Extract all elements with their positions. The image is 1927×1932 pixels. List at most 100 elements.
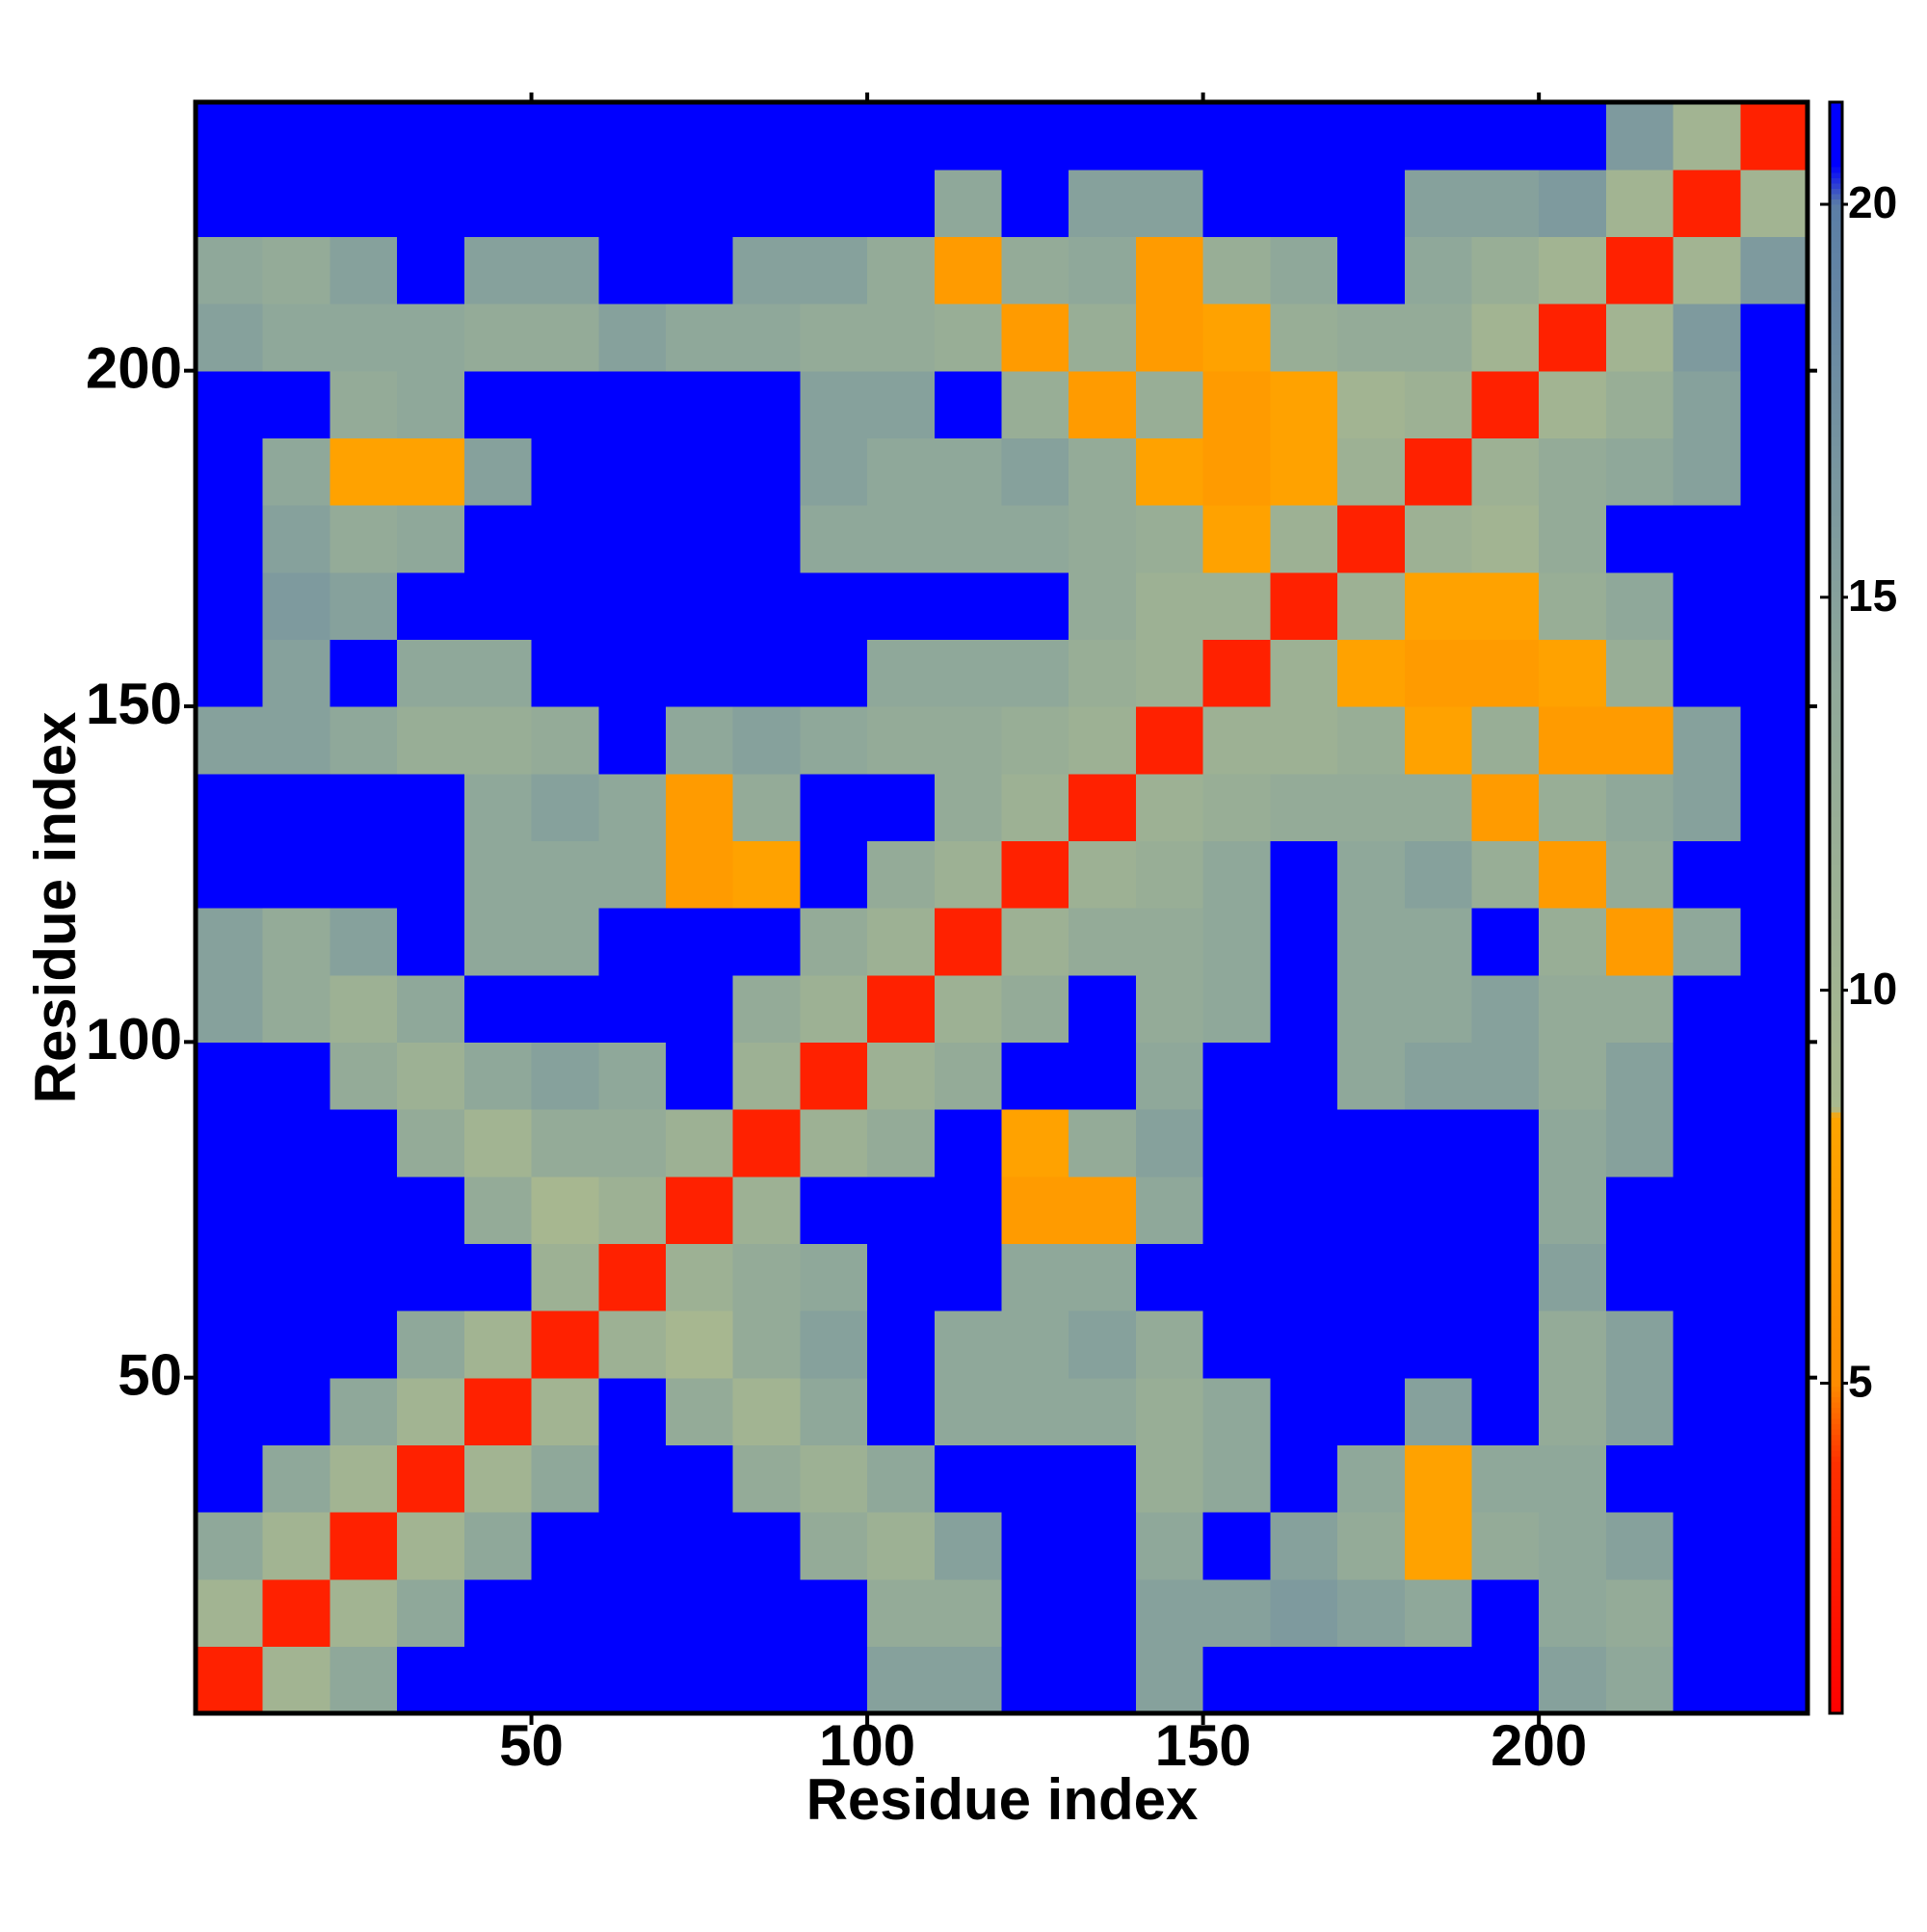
heatmap-cell <box>463 370 533 438</box>
colorbar-tick-label: 15 <box>1848 570 1897 621</box>
heatmap-cell <box>463 102 533 171</box>
heatmap-cell <box>1539 908 1607 976</box>
colorbar-segment <box>1830 854 1842 860</box>
heatmap-cell <box>1404 169 1473 237</box>
heatmap-cell <box>531 370 599 438</box>
heatmap-cell <box>1270 304 1338 372</box>
colorbar-segment <box>1830 305 1842 313</box>
colorbar-segment <box>1830 612 1842 619</box>
heatmap-cell <box>800 1243 868 1311</box>
colorbar-segment <box>1830 1315 1842 1322</box>
colorbar-segment <box>1830 1257 1842 1263</box>
heatmap-cell <box>1740 773 1808 841</box>
heatmap-cell <box>1270 974 1338 1043</box>
heatmap-cell <box>1673 169 1741 237</box>
heatmap-cell <box>1270 706 1338 775</box>
heatmap-cell <box>531 505 599 573</box>
heatmap-cell <box>262 706 331 775</box>
x-tick-label: 200 <box>1491 1713 1587 1778</box>
heatmap-cell <box>1069 370 1137 438</box>
heatmap-cell <box>1740 169 1808 237</box>
colorbar-segment <box>1830 591 1842 597</box>
heatmap-cell <box>1740 1176 1808 1244</box>
colorbar-segment <box>1830 730 1842 737</box>
colorbar-segment <box>1830 1015 1842 1021</box>
heatmap-cell <box>1135 169 1204 237</box>
heatmap-cell <box>1740 1109 1808 1178</box>
colorbar-segment <box>1830 564 1842 570</box>
heatmap-cell <box>1471 1243 1540 1311</box>
colorbar-segment <box>1830 451 1842 458</box>
colorbar-segment <box>1830 1036 1842 1044</box>
colorbar-segment <box>1830 918 1842 925</box>
colorbar-segment <box>1830 1595 1842 1601</box>
heatmap-cell <box>1337 1377 1406 1445</box>
heatmap-cell <box>665 1310 734 1379</box>
heatmap-cell <box>800 773 868 841</box>
y-tick-label: 100 <box>86 1007 182 1072</box>
heatmap-cell <box>665 1176 734 1244</box>
heatmap-cell <box>531 437 599 506</box>
colorbar-segment <box>1830 1649 1842 1655</box>
heatmap-cell <box>397 102 465 171</box>
heatmap-cell <box>196 370 264 438</box>
heatmap-cell <box>1001 1512 1069 1580</box>
heatmap-cell <box>800 236 868 304</box>
colorbar-segment <box>1830 843 1842 850</box>
colorbar-segment <box>1830 666 1842 673</box>
colorbar-tick-label: 20 <box>1848 177 1897 227</box>
colorbar-segment <box>1830 268 1842 276</box>
colorbar-segment <box>1830 1079 1842 1086</box>
heatmap-cell <box>1135 1646 1204 1714</box>
colorbar-segment <box>1830 193 1842 200</box>
colorbar-segment <box>1830 1423 1842 1430</box>
colorbar-segment <box>1830 1272 1842 1280</box>
heatmap-cell <box>531 102 599 171</box>
colorbar-segment <box>1830 456 1842 463</box>
heatmap-cell <box>463 169 533 237</box>
heatmap-cell <box>867 974 936 1043</box>
heatmap-cell <box>1069 1377 1137 1445</box>
colorbar-segment <box>1830 397 1842 404</box>
colorbar-segment <box>1830 1321 1842 1328</box>
heatmap-cell <box>732 1444 801 1513</box>
heatmap-cell <box>1337 1646 1406 1714</box>
colorbar-segment <box>1830 489 1842 495</box>
colorbar-segment <box>1830 714 1842 721</box>
colorbar-segment <box>1830 1476 1842 1484</box>
heatmap-cell <box>1202 437 1271 506</box>
heatmap-cell <box>1270 102 1338 171</box>
heatmap-cell <box>1270 1444 1338 1513</box>
heatmap-cell <box>1605 639 1675 707</box>
heatmap-cell <box>1404 437 1473 506</box>
heatmap-cell <box>1471 1310 1540 1379</box>
heatmap-cell <box>598 1646 667 1714</box>
heatmap-cell <box>800 102 868 171</box>
heatmap-cell <box>1270 1109 1338 1178</box>
heatmap-cell <box>732 370 801 438</box>
colorbar-segment <box>1830 993 1842 1000</box>
heatmap-cell <box>196 169 264 237</box>
colorbar-segment <box>1830 574 1842 581</box>
heatmap-cell <box>1001 974 1069 1043</box>
heatmap-cell <box>1404 370 1473 438</box>
heatmap-cell <box>397 1042 465 1110</box>
heatmap-cell <box>1337 1444 1406 1513</box>
heatmap-cell <box>1135 1512 1204 1580</box>
colorbar-segment <box>1830 1025 1842 1032</box>
heatmap-cell <box>867 1512 936 1580</box>
heatmap-cell <box>262 505 331 573</box>
heatmap-cell <box>800 304 868 372</box>
heatmap-cell <box>665 169 734 237</box>
colorbar-segment <box>1830 381 1842 388</box>
heatmap-cell <box>1069 102 1137 171</box>
colorbar-segment <box>1830 783 1842 791</box>
heatmap-cell <box>262 304 331 372</box>
heatmap-cell <box>598 908 667 976</box>
colorbar-frame <box>1828 100 1844 1715</box>
heatmap-cell <box>867 102 936 171</box>
colorbar-segment <box>1830 102 1842 109</box>
colorbar-segment <box>1830 708 1842 716</box>
heatmap-cell <box>1605 1377 1675 1445</box>
colorbar-segment <box>1830 215 1842 222</box>
